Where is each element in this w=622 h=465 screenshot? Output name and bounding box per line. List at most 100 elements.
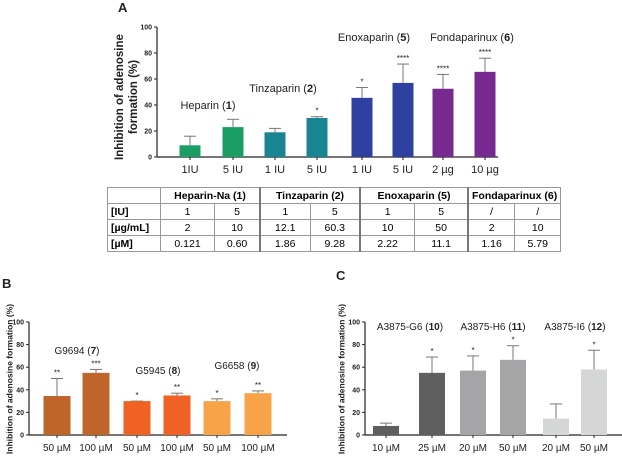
bar — [306, 118, 328, 157]
group-paren: ) — [232, 100, 236, 112]
y-tick-label: 0 — [356, 433, 360, 440]
y-tick-label: 40 — [144, 103, 152, 110]
x-tick-label: 20 µM — [542, 443, 570, 454]
x-tick-label: 100 µM — [160, 443, 194, 454]
group-label: Fondaparinux (6) — [430, 32, 514, 44]
group-paren: ( — [300, 83, 307, 95]
significance-marker: * — [135, 391, 138, 400]
y-tick-label: 100 — [348, 320, 360, 327]
table-cell: 1 — [359, 203, 416, 220]
significance-marker: ** — [255, 381, 261, 390]
group-paren: ) — [510, 32, 514, 44]
y-tick-label: 80 — [16, 342, 24, 349]
y-tick-label: 80 — [144, 51, 152, 58]
y-tick-label: 20 — [16, 410, 24, 417]
group-name: Enoxaparin — [338, 32, 394, 44]
header-number: 1 — [236, 189, 243, 202]
table-cell: 1.86 — [259, 235, 311, 252]
significance-marker: * — [360, 77, 363, 86]
x-tick-label: 1 IU — [265, 164, 285, 176]
compound-number: 8 — [172, 366, 178, 377]
significance-marker: **** — [437, 64, 449, 73]
table-cell: 10 — [214, 219, 261, 236]
table-cell: 1 — [159, 203, 216, 220]
bar — [43, 396, 71, 435]
group-paren: ( — [394, 32, 401, 44]
compound-number: 7 — [91, 346, 97, 357]
compound-number: 2 — [307, 83, 313, 95]
group-name: A3875-I6 — [544, 322, 585, 333]
group-label: A3875-H6 (11) — [460, 322, 525, 333]
group-label: A3875-I6 (12) — [544, 322, 605, 333]
compound-number: 9 — [251, 361, 257, 372]
group-paren: ) — [177, 366, 180, 377]
group-paren: ) — [96, 346, 99, 357]
panel-letter: C — [336, 268, 346, 283]
significance-marker: * — [215, 389, 218, 398]
panel-a: A Inhibition of adenosine formation (%) 0 20… — [114, 0, 514, 176]
row-label: [IU] — [107, 203, 161, 220]
bar — [222, 127, 244, 157]
x-tick-label: 5 IU — [307, 164, 327, 176]
group-label: Tinzaparin (2) — [249, 83, 316, 95]
significance-marker: **** — [397, 54, 409, 63]
table-header: Heparin-Na (1) — [160, 187, 261, 204]
y-axis-label: Inhibition of adenosine formation (%) — [4, 304, 14, 454]
panel-letter: B — [2, 276, 11, 291]
bar — [203, 401, 231, 435]
table-body: [IU] 1 5 1 5 1 5// [µg/mL] 2 10 12.1 60.3 10 50 2 10 [µM… — [107, 203, 562, 252]
group-paren: ( — [219, 100, 226, 112]
x-tick-label: 25 µM — [418, 443, 446, 454]
header-name: Tinzaparin — [275, 189, 329, 202]
bar — [82, 372, 110, 435]
significance-marker: ** — [54, 369, 60, 378]
table-cell: 9.28 — [309, 235, 361, 252]
table-cell: 5.79 — [514, 235, 562, 252]
x-tick-label: 10 µM — [372, 443, 400, 454]
bar — [163, 395, 191, 435]
group-name: Tinzaparin — [249, 83, 300, 95]
bar — [500, 359, 526, 435]
y-tick-label: 60 — [352, 365, 360, 372]
table-cell: / — [467, 203, 516, 220]
table-cell: 60.3 — [309, 219, 361, 236]
bar — [392, 82, 414, 157]
group-paren: ( — [245, 361, 252, 372]
x-tick-label: 50 µM — [43, 443, 71, 454]
header-name: Fondaparinux — [472, 189, 542, 202]
table-cell: 2 — [159, 219, 216, 236]
compound-number: 10 — [429, 322, 441, 333]
group-label: G9694 (7) — [54, 346, 99, 357]
y-tick-label: 40 — [352, 387, 360, 394]
compound-number: 11 — [512, 322, 523, 333]
x-tick-label: 50 µM — [580, 443, 608, 454]
group-label: G6658 (9) — [214, 361, 259, 372]
table-cell: 5 — [309, 203, 361, 220]
significance-marker: *** — [91, 359, 100, 368]
table-cell: / — [514, 203, 562, 220]
group-name: G5945 — [135, 366, 165, 377]
x-tick-label: 100 µM — [241, 443, 275, 454]
significance-marker: * — [511, 336, 514, 345]
significance-marker: ** — [174, 383, 180, 392]
table-cell: 10 — [359, 219, 416, 236]
compound-number: 6 — [504, 32, 510, 44]
bar — [432, 88, 454, 157]
x-tick-label: 5 IU — [393, 164, 413, 176]
table-cell: 1 — [259, 203, 311, 220]
group-label: Heparin (1) — [180, 100, 235, 112]
header-number: 2 — [334, 189, 341, 202]
table-row: [µM] 0.121 0.60 1.86 9.28 2.22 11.1 1.16 5.79 — [107, 235, 562, 252]
group-paren: ) — [440, 322, 443, 333]
header-name: Enoxaparin — [377, 189, 435, 202]
y-tick-label: 100 — [12, 320, 24, 327]
group-name: G9694 — [54, 346, 84, 357]
group-paren: ( — [85, 346, 92, 357]
compound-number: 5 — [400, 32, 406, 44]
bar — [351, 97, 373, 157]
x-tick-label: 20 µM — [459, 443, 487, 454]
table-cell: 10 — [514, 219, 562, 236]
significance-marker: **** — [479, 48, 491, 57]
header-number: 6 — [547, 189, 554, 202]
bar — [474, 71, 496, 157]
